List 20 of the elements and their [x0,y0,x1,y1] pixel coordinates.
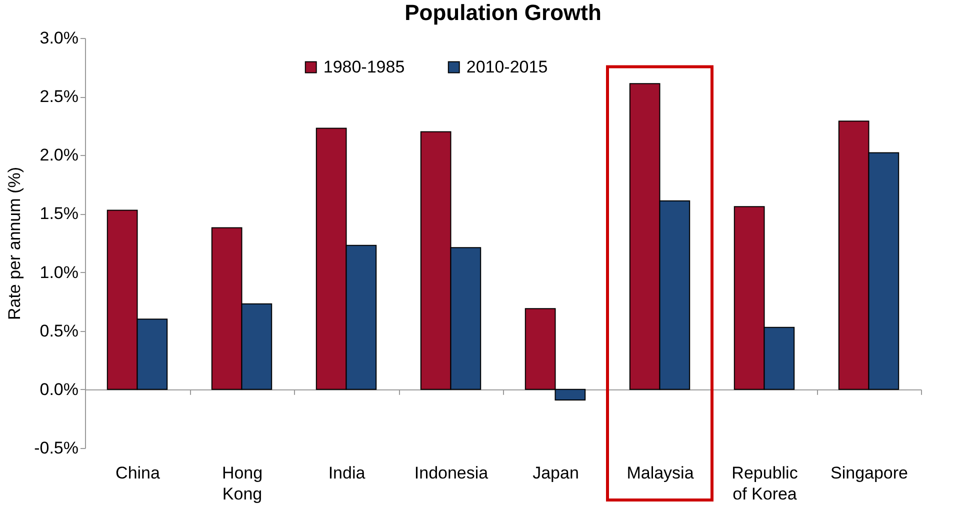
chart-title: Population Growth [404,0,602,25]
y-tick-label: 3.0% [40,28,78,48]
y-tick-label: 2.0% [40,146,78,165]
y-tick-label: 1.5% [40,204,78,224]
legend-label: 1980-1985 [323,57,405,76]
x-tick-label: Malaysia [626,464,694,482]
x-tick-label: Japan [532,464,579,482]
y-tick-label: 0.0% [40,380,78,399]
x-tick-label: Indonesia [414,464,489,482]
y-tick-label: 1.0% [40,262,78,282]
y-axis-title: Rate per annum (%) [5,166,24,320]
x-tick-label: Republic of Korea [732,464,798,504]
y-tick-label: 2.5% [40,87,78,106]
x-tick-label: Hong Kong [222,464,263,504]
x-tick-label: China [116,464,160,482]
legend-label: 2010-2015 [466,57,548,76]
y-tick-label: -0.5% [34,438,78,458]
y-tick-label: 0.5% [40,321,78,340]
x-tick-label: India [328,464,366,482]
x-tick-label: Singapore [830,464,908,482]
